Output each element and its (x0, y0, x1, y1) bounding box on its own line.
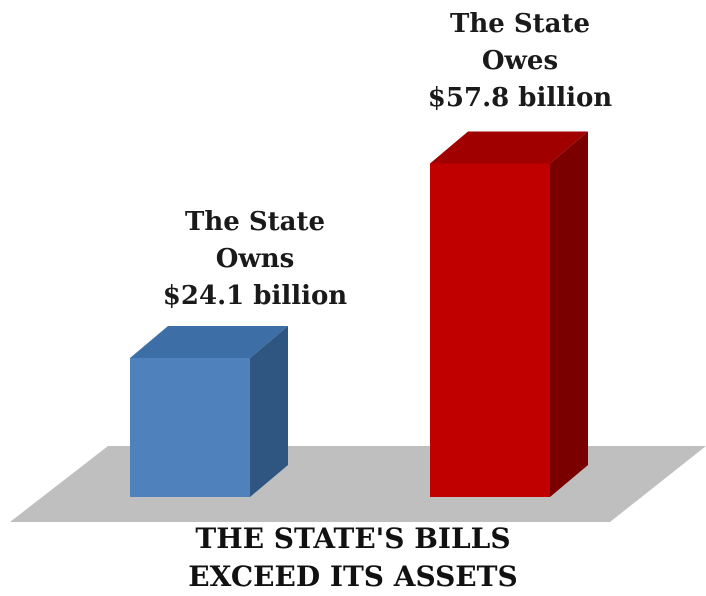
chart-floor (10, 446, 706, 522)
bar-label-owns: The State Owns $24.1 billion (130, 204, 380, 315)
bar-owes-side (550, 131, 588, 497)
bar-owes (430, 163, 550, 497)
bar-label-owns-line-2: Owns (130, 241, 380, 278)
chart-title-line-2: EXCEED ITS ASSETS (0, 558, 706, 596)
bar-label-owes-line-2: Owes (410, 43, 630, 80)
bar-label-owes-line-1: The State (410, 6, 630, 43)
bar-label-owes-value: $57.8 billion (410, 80, 630, 117)
chart-title: THE STATE'S BILLS EXCEED ITS ASSETS (0, 520, 706, 596)
bar-label-owns-line-1: The State (130, 204, 380, 241)
bar-owns (130, 358, 250, 497)
chart-title-line-1: THE STATE'S BILLS (0, 520, 706, 558)
bar-label-owes: The State Owes $57.8 billion (410, 6, 630, 117)
bar-label-owns-value: $24.1 billion (130, 278, 380, 315)
